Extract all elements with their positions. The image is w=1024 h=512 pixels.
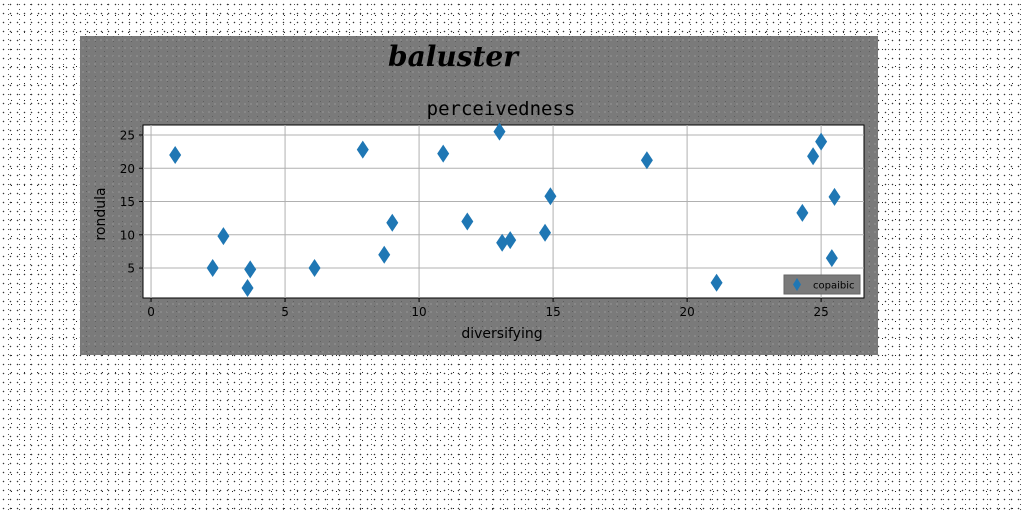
- data-point: [206, 259, 219, 278]
- data-point: [640, 151, 653, 170]
- chart-title: perceivedness: [427, 98, 576, 120]
- data-point: [241, 279, 254, 298]
- data-point: [496, 233, 509, 252]
- data-point: [378, 245, 391, 264]
- y-axis-label: rondula: [93, 187, 109, 240]
- x-tick-label: 10: [411, 305, 426, 319]
- y-tick-label: 10: [120, 228, 135, 242]
- data-point: [539, 223, 552, 242]
- grid: [143, 125, 864, 298]
- legend: copaibic: [783, 274, 861, 295]
- data-point: [828, 187, 841, 206]
- data-point: [386, 213, 399, 232]
- data-point: [308, 259, 321, 278]
- data-point: [244, 260, 257, 279]
- data-point: [504, 231, 517, 250]
- x-tick-label: 20: [679, 305, 694, 319]
- x-axis-label: diversifying: [461, 326, 542, 342]
- data-point: [169, 145, 182, 164]
- data-point: [796, 203, 809, 222]
- legend-box: [783, 274, 861, 295]
- chart: baluster perceivedness 0 5 10 15 20 25 5 10 15 20…: [93, 40, 865, 342]
- x-tick-label: 15: [545, 305, 560, 319]
- data-point: [544, 187, 557, 206]
- figure: baluster perceivedness 0 5 10 15 20 25 5 10 15 20…: [80, 36, 878, 355]
- data-point: [493, 122, 506, 141]
- x-tick-label: 25: [813, 305, 828, 319]
- data-point: [217, 227, 230, 246]
- data-point: [356, 140, 369, 159]
- data-point: [807, 147, 820, 166]
- x-tick-label: 5: [281, 305, 289, 319]
- data-point: [815, 132, 828, 151]
- y-tick-label: 20: [120, 162, 135, 176]
- y-tick-label: 25: [120, 128, 135, 142]
- x-tick-label: 0: [147, 305, 155, 319]
- y-tick-label: 15: [120, 195, 135, 209]
- legend-label: copaibic: [813, 281, 855, 292]
- data-point: [825, 249, 838, 268]
- suptitle: baluster: [388, 40, 520, 73]
- y-tick-label: 5: [127, 262, 135, 276]
- axis-ticks: 0 5 10 15 20 25 5 10 15 20 25: [120, 128, 829, 319]
- data-point: [710, 273, 723, 292]
- plot-area: [142, 124, 865, 299]
- data-points: [169, 122, 841, 298]
- data-point: [461, 212, 474, 231]
- legend-marker: [793, 278, 801, 291]
- data-point: [437, 144, 450, 163]
